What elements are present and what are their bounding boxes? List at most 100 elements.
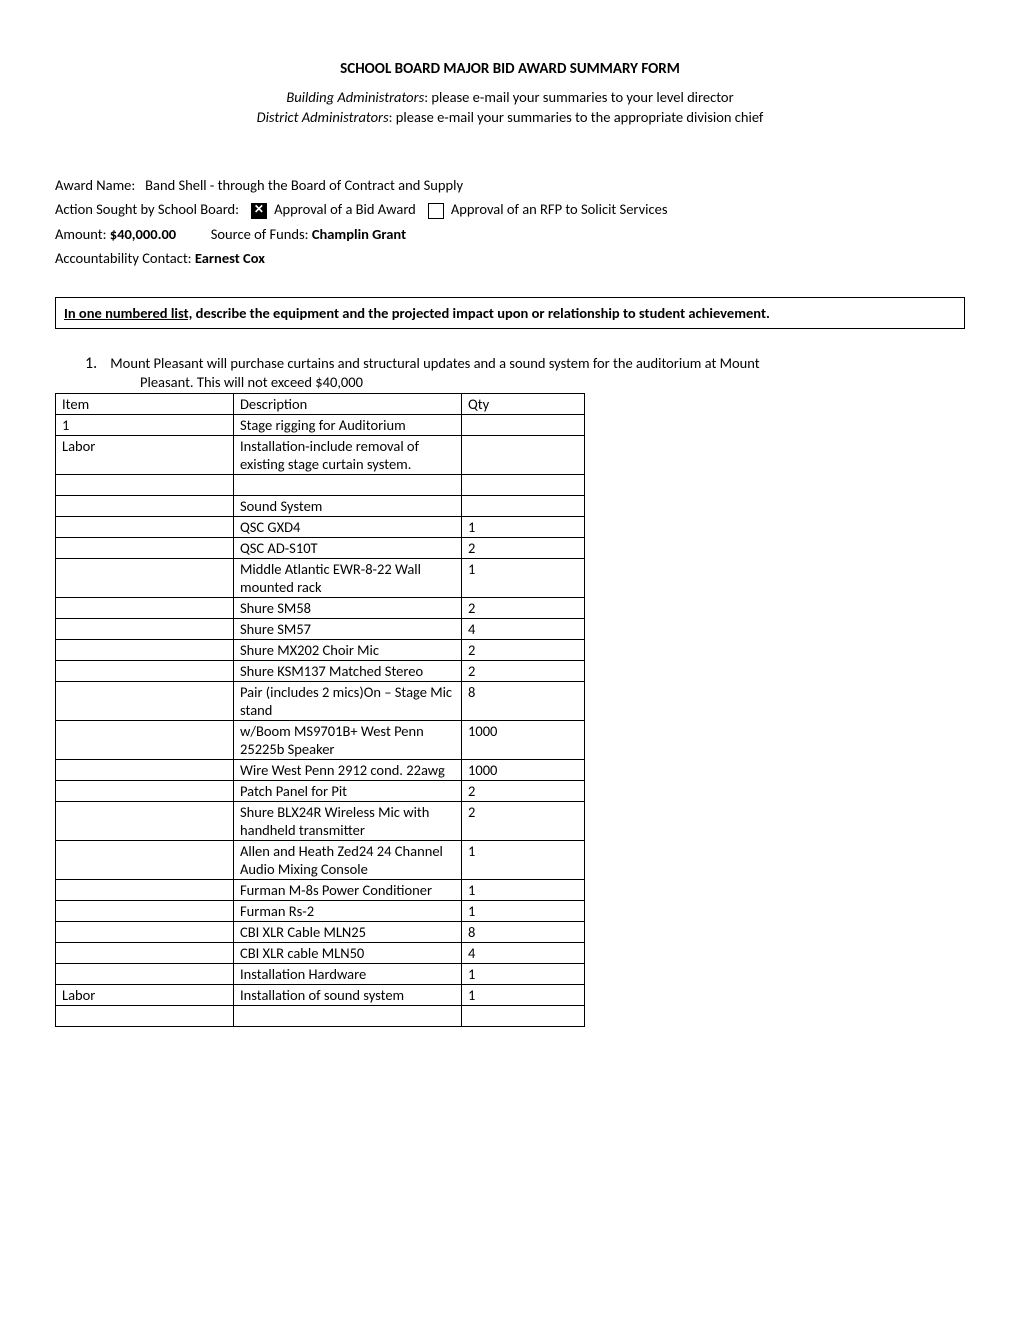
cell-desc: Shure KSM137 Matched Stereo: [234, 660, 462, 681]
table-row: [56, 474, 585, 495]
cell-desc: Stage rigging for Auditorium: [234, 414, 462, 435]
table-row: Shure BLX24R Wireless Mic with handheld …: [56, 801, 585, 840]
col-qty: Qty: [462, 393, 585, 414]
items-table: Item Description Qty 1Stage rigging for …: [55, 393, 585, 1027]
cell-item: [56, 495, 234, 516]
list-text-line2: Pleasant. This will not exceed $40,000: [140, 373, 965, 391]
cell-qty: [462, 1005, 585, 1026]
action-bid-text: Approval of a Bid Award: [274, 200, 416, 218]
award-name-line: Award Name: Band Shell - through the Boa…: [55, 176, 965, 194]
action-line: Action Sought by School Board: ✕ Approva…: [55, 200, 965, 219]
table-row: Wire West Penn 2912 cond. 22awg1000: [56, 759, 585, 780]
cell-item: [56, 681, 234, 720]
cell-item: [56, 879, 234, 900]
cell-item: [56, 558, 234, 597]
cell-desc: [234, 474, 462, 495]
cell-qty: 1: [462, 879, 585, 900]
table-row: QSC AD-S10T2: [56, 537, 585, 558]
table-row: Installation Hardware1: [56, 963, 585, 984]
cell-item: Labor: [56, 435, 234, 474]
cell-desc: QSC AD-S10T: [234, 537, 462, 558]
cell-qty: [462, 474, 585, 495]
cell-qty: [462, 495, 585, 516]
cell-desc: Wire West Penn 2912 cond. 22awg: [234, 759, 462, 780]
cell-desc: QSC GXD4: [234, 516, 462, 537]
checkbox-rfp-icon: [428, 203, 444, 219]
cell-item: [56, 942, 234, 963]
instruction-box: In one numbered list, describe the equip…: [55, 297, 965, 329]
table-row: Middle Atlantic EWR-8-22 Wall mounted ra…: [56, 558, 585, 597]
subtitle-building-label: Building Administrators: [286, 88, 424, 106]
cell-qty: 1000: [462, 720, 585, 759]
details-section: Award Name: Band Shell - through the Boa…: [55, 176, 965, 267]
cell-item: [56, 840, 234, 879]
amount-line: Amount: $40,000.00 Source of Funds: Cham…: [55, 225, 965, 243]
cell-qty: 1: [462, 963, 585, 984]
cell-item: [56, 597, 234, 618]
subtitle-building: Building Administrators: please e-mail y…: [55, 88, 965, 106]
table-row: LaborInstallation of sound system1: [56, 984, 585, 1005]
cell-qty: [462, 435, 585, 474]
source-value: Champlin Grant: [312, 225, 406, 243]
table-row: QSC GXD41: [56, 516, 585, 537]
source-label: Source of Funds:: [211, 225, 309, 243]
cell-qty: 1: [462, 900, 585, 921]
cell-qty: 4: [462, 618, 585, 639]
form-title: SCHOOL BOARD MAJOR BID AWARD SUMMARY FOR…: [55, 60, 965, 78]
contact-label: Accountability Contact:: [55, 249, 192, 267]
cell-qty: 2: [462, 780, 585, 801]
col-desc: Description: [234, 393, 462, 414]
cell-qty: 8: [462, 681, 585, 720]
cell-item: [56, 963, 234, 984]
cell-desc: Shure SM58: [234, 597, 462, 618]
cell-qty: 1: [462, 558, 585, 597]
cell-qty: 2: [462, 537, 585, 558]
subtitle-building-text: : please e-mail your summaries to your l…: [424, 88, 733, 106]
cell-item: [56, 1005, 234, 1026]
list-text-line1: Mount Pleasant will purchase curtains an…: [110, 354, 759, 372]
cell-desc: Middle Atlantic EWR-8-22 Wall mounted ra…: [234, 558, 462, 597]
cell-item: [56, 660, 234, 681]
cell-qty: 2: [462, 801, 585, 840]
cell-item: [56, 759, 234, 780]
table-row: Pair (includes 2 mics)On – Stage Mic sta…: [56, 681, 585, 720]
cell-item: Labor: [56, 984, 234, 1005]
table-row: CBI XLR Cable MLN258: [56, 921, 585, 942]
table-row: Allen and Heath Zed24 24 Channel Audio M…: [56, 840, 585, 879]
cell-desc: Installation-include removal of existing…: [234, 435, 462, 474]
cell-item: [56, 801, 234, 840]
table-row: Sound System: [56, 495, 585, 516]
cell-desc: Furman M-8s Power Conditioner: [234, 879, 462, 900]
cell-desc: Allen and Heath Zed24 24 Channel Audio M…: [234, 840, 462, 879]
cell-desc: CBI XLR Cable MLN25: [234, 921, 462, 942]
cell-qty: 1: [462, 840, 585, 879]
cell-item: [56, 639, 234, 660]
cell-qty: 2: [462, 660, 585, 681]
action-rfp-text: Approval of an RFP to Solicit Services: [451, 200, 668, 218]
cell-desc: w/Boom MS9701B+ West Penn 25225b Speaker: [234, 720, 462, 759]
table-row: Shure KSM137 Matched Stereo2: [56, 660, 585, 681]
table-row: Shure MX202 Choir Mic2: [56, 639, 585, 660]
cell-item: [56, 900, 234, 921]
cell-qty: 2: [462, 597, 585, 618]
cell-desc: Shure BLX24R Wireless Mic with handheld …: [234, 801, 462, 840]
cell-qty: 8: [462, 921, 585, 942]
contact-line: Accountability Contact: Earnest Cox: [55, 249, 965, 267]
list-number: 1.: [85, 354, 107, 373]
table-row: [56, 1005, 585, 1026]
cell-desc: Pair (includes 2 mics)On – Stage Mic sta…: [234, 681, 462, 720]
table-row: Shure SM574: [56, 618, 585, 639]
cell-desc: Installation Hardware: [234, 963, 462, 984]
cell-item: [56, 921, 234, 942]
table-row: CBI XLR cable MLN504: [56, 942, 585, 963]
cell-desc: Shure MX202 Choir Mic: [234, 639, 462, 660]
subtitle-district-label: District Administrators: [257, 108, 389, 126]
cell-qty: 2: [462, 639, 585, 660]
contact-value: Earnest Cox: [195, 249, 265, 267]
table-row: Furman M-8s Power Conditioner1: [56, 879, 585, 900]
cell-desc: Furman Rs-2: [234, 900, 462, 921]
award-name-value: Band Shell - through the Board of Contra…: [145, 176, 463, 194]
table-row: Furman Rs-21: [56, 900, 585, 921]
cell-item: [56, 618, 234, 639]
cell-desc: Patch Panel for Pit: [234, 780, 462, 801]
